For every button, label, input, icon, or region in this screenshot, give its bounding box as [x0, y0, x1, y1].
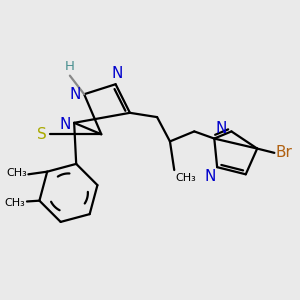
Text: N: N	[216, 121, 227, 136]
Text: N: N	[60, 117, 71, 132]
Text: CH₃: CH₃	[176, 173, 196, 183]
Text: Br: Br	[276, 146, 292, 160]
Text: H: H	[65, 60, 75, 73]
Text: S: S	[37, 127, 47, 142]
Text: CH₃: CH₃	[5, 198, 26, 208]
Text: N: N	[70, 87, 81, 102]
Text: N: N	[111, 66, 123, 81]
Text: CH₃: CH₃	[6, 168, 27, 178]
Text: N: N	[204, 169, 216, 184]
